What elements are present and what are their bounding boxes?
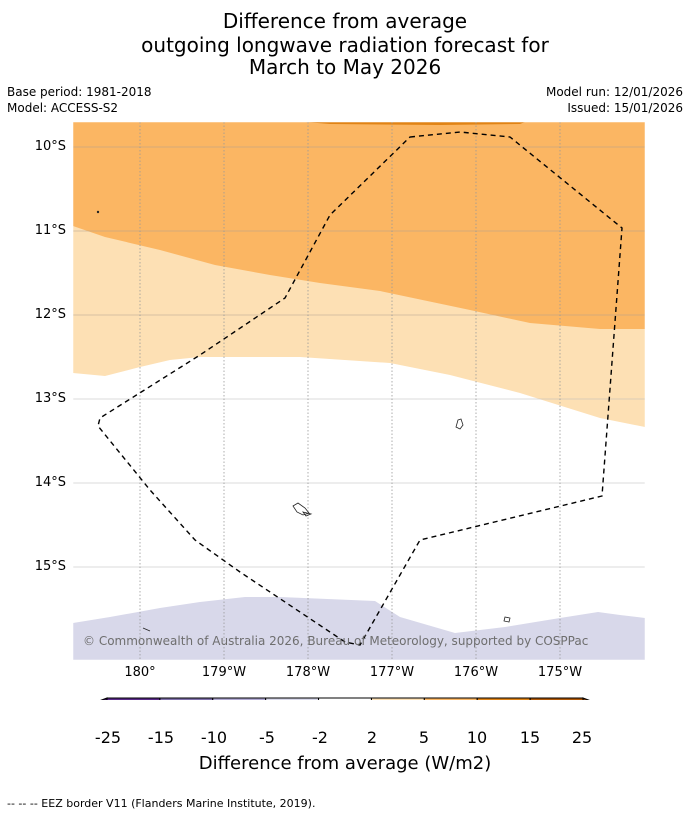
lat-label-11s: 11°S — [34, 223, 66, 238]
colorbar — [100, 697, 590, 700]
colorbar-segment — [423, 697, 478, 700]
issued-date: Issued: 15/01/2026 — [567, 101, 683, 115]
lat-label-15s: 15°S — [34, 559, 66, 574]
colorbar-extend-high — [582, 697, 590, 700]
eez-footnote: -- -- -- EEZ border V11 (Flanders Marine… — [7, 797, 316, 810]
title-line-1: Difference from average — [222, 9, 468, 33]
colorbar-segment — [106, 697, 161, 700]
colorbar-tick-label: -10 — [200, 728, 228, 747]
lon-label-177w: 177°W — [369, 665, 415, 680]
band-minus5-to-minus2 — [73, 597, 645, 660]
copyright-text: © Commonwealth of Australia 2026, Bureau… — [83, 634, 589, 648]
colorbar-segment — [159, 697, 214, 700]
lat-label-10s: 10°S — [34, 139, 66, 154]
lat-label-14s: 14°S — [34, 475, 66, 490]
colorbar-segment — [529, 697, 584, 700]
colorbar-tick-label: 2 — [366, 728, 378, 747]
band-5-to-10 — [73, 122, 645, 329]
gridlines — [73, 122, 645, 660]
colorbar-tick-label: -2 — [312, 728, 328, 747]
colorbar-segment — [318, 697, 372, 700]
map-frame — [72, 121, 646, 661]
colorbar-segment — [370, 697, 425, 700]
colorbar-tick-label: 15 — [519, 728, 541, 747]
colorbar-extend-low — [100, 697, 108, 700]
colorbar-tick-label: -15 — [147, 728, 175, 747]
lon-label-179w: 179°W — [201, 665, 247, 680]
title-line-3: March to May 2026 — [248, 55, 442, 79]
lon-label-176w: 176°W — [453, 665, 499, 680]
islands — [96, 210, 511, 632]
eez-border — [97, 131, 623, 646]
model-run: Model run: 12/01/2026 — [545, 85, 683, 99]
model-name: Model: ACCESS-S2 — [7, 101, 119, 115]
colorbar-tick-label: 25 — [571, 728, 593, 747]
base-period: Base period: 1981-2018 — [7, 85, 152, 99]
colorbar-title: Difference from average (W/m2) — [198, 753, 492, 774]
colorbar-segment — [476, 697, 531, 700]
lat-label-13s: 13°S — [34, 391, 66, 406]
title-line-2: outgoing longwave radiation forecast for — [141, 33, 549, 57]
colorbar-tick-label: 10 — [466, 728, 488, 747]
lon-label-180: 180° — [124, 665, 156, 680]
colorbar-tick-label: 5 — [418, 728, 430, 747]
colorbar-segment — [212, 697, 267, 700]
lon-label-178w: 178°W — [285, 665, 331, 680]
forecast-map — [72, 121, 646, 700]
colorbar-tick-label: -25 — [94, 728, 122, 747]
colorbar-tick-label: -5 — [259, 728, 275, 747]
colorbar-segment — [265, 697, 320, 700]
lat-label-12s: 12°S — [34, 307, 66, 322]
band-10-to-15 — [305, 122, 525, 125]
lon-label-175w: 175°W — [537, 665, 583, 680]
